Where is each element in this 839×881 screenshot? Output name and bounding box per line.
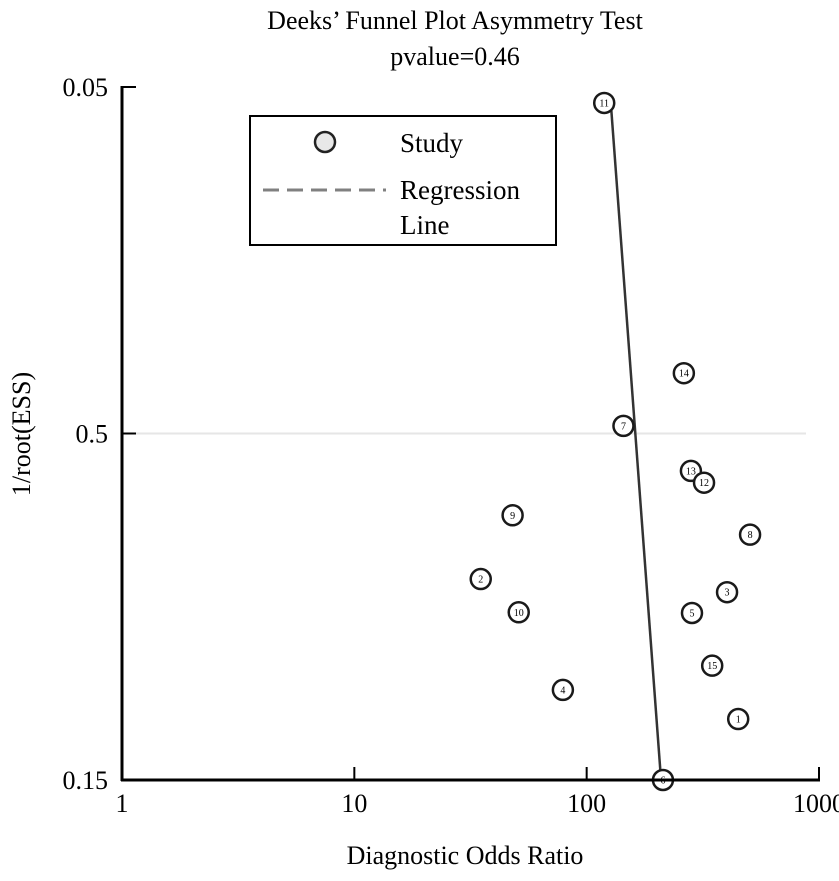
legend-study-marker	[315, 132, 335, 152]
legend: Study Regression Line	[250, 116, 556, 245]
study-point: 4	[553, 680, 573, 700]
study-id-label: 11	[599, 98, 609, 109]
y-axis-label: 1/root(ESS)	[7, 372, 36, 496]
study-point: 1	[728, 709, 748, 729]
legend-study-label: Study	[400, 128, 464, 158]
study-point: 15	[702, 656, 722, 676]
study-id-label: 10	[514, 608, 524, 619]
study-point: 10	[509, 602, 529, 622]
study-id-label: 4	[560, 685, 565, 696]
study-id-label: 1	[736, 715, 741, 726]
x-ticks: 1 10 100 1000	[116, 767, 839, 818]
study-id-label: 7	[621, 421, 626, 432]
regression-line	[611, 103, 661, 780]
study-point: 11	[594, 93, 614, 113]
y-tick-label: 0.05	[63, 73, 109, 102]
study-point: 7	[613, 416, 633, 436]
x-tick-label: 1000	[793, 789, 839, 818]
study-point: 5	[682, 603, 702, 623]
study-id-label: 12	[699, 478, 709, 489]
study-id-label: 2	[478, 575, 483, 586]
x-tick-label: 1	[116, 789, 129, 818]
y-tick-label: 0.5	[76, 420, 109, 449]
y-ticks: 0.05 0.5 0.15	[63, 73, 137, 795]
study-id-label: 13	[686, 466, 696, 477]
study-id-label: 8	[748, 530, 753, 541]
study-point: 9	[503, 505, 523, 525]
study-point: 8	[740, 525, 760, 545]
x-tick-label: 100	[567, 789, 606, 818]
study-id-label: 15	[707, 661, 717, 672]
legend-regression-label-2: Line	[400, 210, 449, 240]
study-id-label: 3	[725, 588, 730, 599]
study-point: 2	[471, 569, 491, 589]
study-id-label: 9	[510, 511, 515, 522]
chart-title: Deeks’ Funnel Plot Asymmetry Test	[267, 6, 643, 35]
chart-subtitle: pvalue=0.46	[390, 42, 519, 71]
y-tick-label: 0.15	[63, 766, 109, 795]
legend-regression-label: Regression	[400, 175, 520, 205]
study-id-label: 14	[679, 369, 689, 380]
x-axis-label: Diagnostic Odds Ratio	[347, 841, 584, 870]
study-point: 12	[694, 473, 714, 493]
study-point: 3	[717, 582, 737, 602]
x-tick-label: 10	[341, 789, 367, 818]
regression-line-group	[611, 103, 661, 780]
study-id-label: 5	[689, 608, 694, 619]
study-point: 14	[674, 363, 694, 383]
